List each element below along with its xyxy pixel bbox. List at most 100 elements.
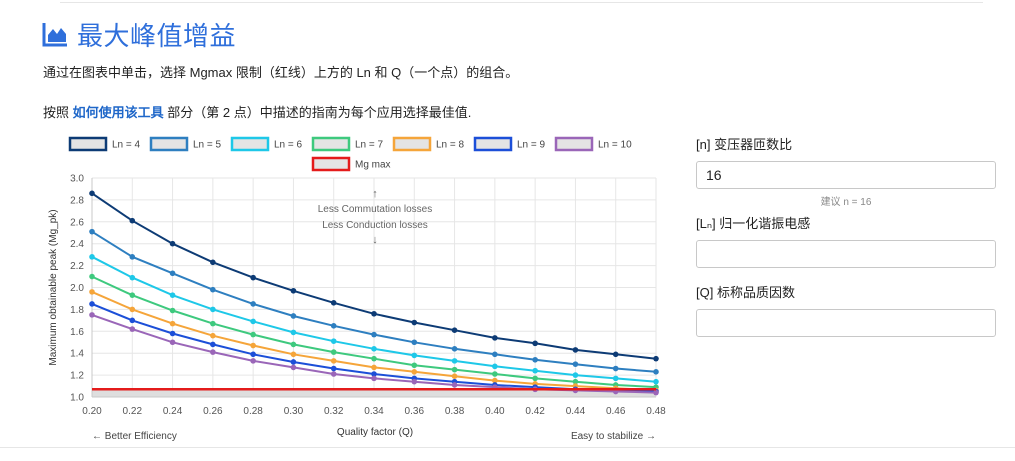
data-point[interactable] (330, 371, 337, 377)
data-point[interactable] (371, 310, 377, 317)
data-point[interactable] (290, 341, 297, 348)
data-point[interactable] (653, 389, 659, 396)
data-point[interactable] (492, 351, 498, 358)
data-point[interactable] (612, 365, 619, 372)
data-point[interactable] (572, 361, 579, 367)
data-point[interactable] (250, 301, 256, 307)
data-point[interactable] (89, 289, 95, 295)
data-point[interactable] (451, 366, 458, 373)
data-point[interactable] (210, 341, 216, 348)
data-point[interactable] (89, 273, 95, 280)
data-point[interactable] (290, 351, 297, 358)
data-point[interactable] (290, 313, 297, 319)
data-point[interactable] (250, 318, 256, 325)
data-point[interactable] (492, 363, 498, 370)
data-point[interactable] (169, 320, 176, 327)
data-point[interactable] (451, 373, 458, 379)
data-point[interactable] (330, 300, 337, 306)
data-point[interactable] (250, 351, 256, 358)
data-point[interactable] (129, 326, 136, 332)
data-point[interactable] (129, 306, 136, 313)
data-point[interactable] (330, 349, 337, 355)
legend-swatch[interactable] (230, 136, 270, 152)
data-point[interactable] (653, 369, 659, 375)
data-point[interactable] (89, 228, 95, 235)
data-point[interactable] (371, 346, 377, 352)
data-point[interactable] (330, 338, 337, 344)
data-point[interactable] (169, 240, 176, 247)
data-point[interactable] (451, 327, 458, 334)
legend-swatch[interactable] (473, 136, 513, 152)
data-point[interactable] (532, 375, 538, 382)
data-point[interactable] (169, 292, 176, 298)
data-point[interactable] (532, 367, 538, 374)
data-point[interactable] (451, 382, 458, 388)
data-point[interactable] (532, 340, 538, 347)
data-point[interactable] (250, 274, 256, 281)
data-point[interactable] (169, 270, 176, 277)
data-point[interactable] (89, 301, 95, 307)
data-point[interactable] (210, 349, 216, 355)
legend-swatch[interactable] (68, 136, 108, 152)
data-point[interactable] (250, 358, 256, 364)
data-point[interactable] (210, 332, 216, 339)
data-point[interactable] (250, 342, 256, 349)
data-point[interactable] (290, 364, 297, 371)
data-point[interactable] (89, 312, 95, 318)
data-point[interactable] (169, 339, 176, 346)
data-point[interactable] (129, 217, 136, 224)
data-point[interactable] (451, 346, 458, 352)
data-point[interactable] (290, 287, 297, 294)
data-point[interactable] (411, 369, 418, 375)
data-point[interactable] (492, 377, 498, 384)
data-point[interactable] (411, 378, 418, 385)
data-point[interactable] (411, 352, 418, 359)
data-point[interactable] (129, 254, 136, 260)
data-point[interactable] (371, 371, 377, 377)
data-point[interactable] (330, 365, 337, 372)
data-point[interactable] (612, 375, 619, 382)
legend-swatch[interactable] (554, 136, 594, 152)
data-point[interactable] (653, 378, 659, 385)
data-point[interactable] (371, 375, 377, 382)
data-point[interactable] (169, 330, 176, 337)
data-point[interactable] (451, 358, 458, 364)
data-point[interactable] (210, 320, 216, 327)
data-point[interactable] (572, 378, 579, 385)
inductance-input[interactable] (696, 240, 996, 268)
data-point[interactable] (169, 307, 176, 314)
data-point[interactable] (89, 190, 95, 197)
data-point[interactable] (129, 317, 136, 324)
data-point[interactable] (210, 259, 216, 266)
data-point[interactable] (612, 351, 619, 358)
data-point[interactable] (290, 359, 297, 365)
data-point[interactable] (572, 372, 579, 378)
data-point[interactable] (492, 371, 498, 377)
data-point[interactable] (411, 362, 418, 369)
data-point[interactable] (129, 274, 136, 281)
data-point[interactable] (411, 319, 418, 326)
legend-swatch[interactable] (311, 136, 351, 152)
data-point[interactable] (330, 358, 337, 364)
data-point[interactable] (129, 292, 136, 298)
data-point[interactable] (250, 331, 256, 338)
data-point[interactable] (371, 364, 377, 371)
max-peak-gain-chart[interactable]: 1.0 1.2 1.4 1.6 1.8 2.0 2.2 2.4 2.6 2.8 3.0 0.20 0.2… (0, 130, 680, 445)
data-point[interactable] (371, 331, 377, 338)
data-point[interactable] (290, 329, 297, 336)
data-point[interactable] (572, 347, 579, 353)
quality-factor-input[interactable] (696, 309, 996, 337)
how-to-use-link[interactable]: 如何使用该工具 (72, 105, 164, 120)
data-point[interactable] (532, 356, 538, 363)
data-point[interactable] (210, 306, 216, 313)
data-point[interactable] (210, 286, 216, 293)
data-point[interactable] (653, 355, 659, 362)
legend-swatch[interactable] (149, 136, 189, 152)
data-point[interactable] (411, 339, 418, 346)
data-point[interactable] (492, 335, 498, 341)
legend-swatch[interactable] (392, 136, 432, 152)
legend-swatch[interactable] (311, 156, 351, 172)
data-point[interactable] (89, 254, 95, 260)
turns-ratio-input[interactable] (696, 161, 996, 189)
data-point[interactable] (371, 355, 377, 362)
